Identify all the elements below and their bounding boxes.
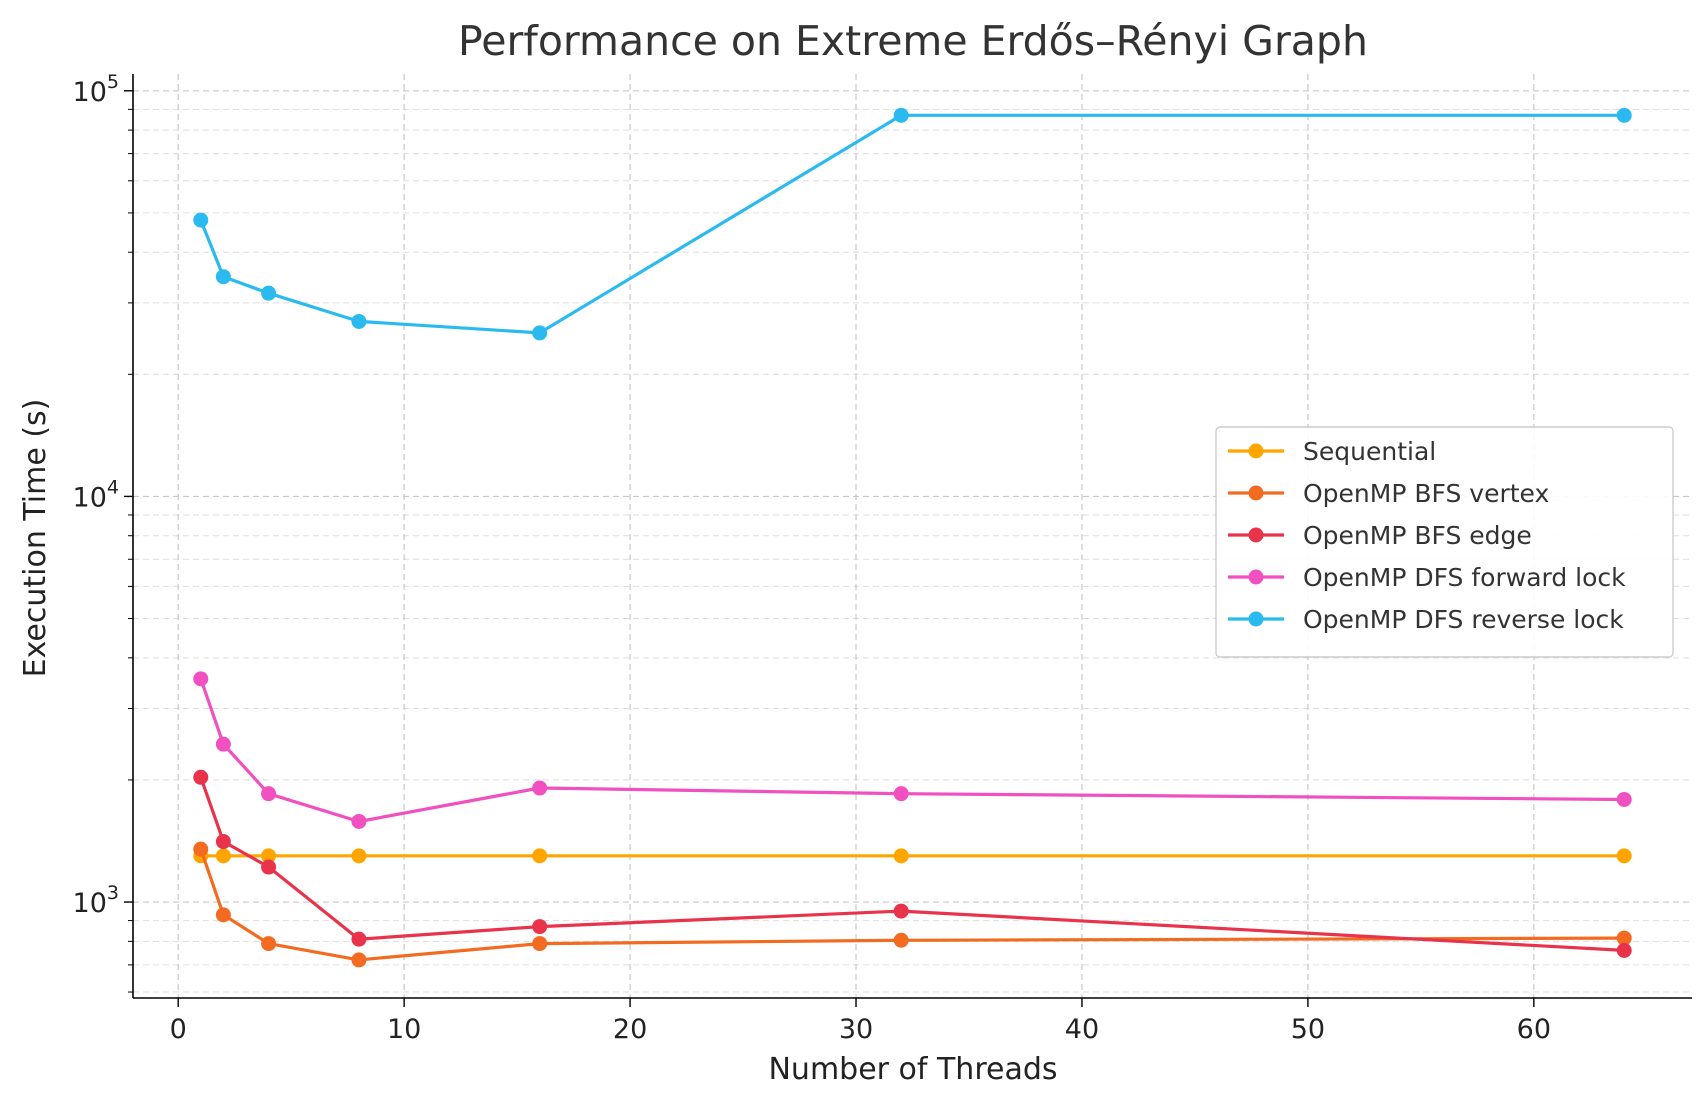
data-point	[893, 107, 909, 123]
legend-item: OpenMP BFS vertex	[1228, 479, 1549, 508]
data-point	[532, 780, 548, 796]
legend-item: OpenMP BFS edge	[1228, 521, 1532, 550]
data-point	[532, 325, 548, 341]
axes: 103 104 105 0 10 20 30 40 50 60	[73, 71, 1692, 1045]
series-line	[199, 848, 1625, 962]
data-point	[351, 313, 367, 329]
x-axis-label: Number of Threads	[768, 1052, 1057, 1087]
legend-label: OpenMP DFS reverse lock	[1303, 605, 1624, 634]
data-point	[193, 841, 209, 857]
x-tick-label: 60	[1517, 1014, 1551, 1045]
series-openmp-bfs-vertex	[193, 841, 1632, 968]
y-axis-label: Execution Time (s)	[18, 399, 53, 678]
legend-item: Sequential	[1228, 437, 1436, 466]
legend: Sequential OpenMP BFS vertex OpenMP BFS ed…	[1215, 426, 1674, 658]
y-tick-label: 103	[73, 882, 119, 919]
data-point	[351, 848, 367, 864]
data-point	[532, 848, 548, 864]
data-point	[532, 919, 548, 935]
legend-marker	[1248, 527, 1264, 543]
legend-label: Sequential	[1303, 437, 1436, 466]
data-point	[1616, 107, 1632, 123]
data-point	[261, 936, 277, 952]
legend-item: OpenMP DFS reverse lock	[1228, 605, 1624, 634]
data-point	[1616, 942, 1632, 958]
legend-label: OpenMP DFS forward lock	[1303, 563, 1626, 592]
data-point	[1616, 930, 1632, 946]
data-point	[261, 786, 277, 802]
x-tick-label: 20	[613, 1014, 647, 1045]
data-point	[893, 848, 909, 864]
legend-label: OpenMP BFS vertex	[1303, 479, 1549, 508]
series-openmp-dfs-reverse-lock	[193, 107, 1632, 341]
legend-marker	[1248, 611, 1264, 627]
legend-box	[1215, 426, 1674, 658]
data-point	[193, 212, 209, 228]
data-point	[261, 285, 277, 301]
x-tick-label: 40	[1065, 1014, 1099, 1045]
x-tick-label: 10	[387, 1014, 421, 1045]
series-lines	[193, 107, 1632, 968]
legend-label: OpenMP BFS edge	[1303, 521, 1532, 550]
data-point	[215, 269, 231, 285]
series-line	[199, 678, 1625, 824]
series-line	[199, 113, 1625, 335]
x-tick-label: 0	[170, 1014, 187, 1045]
series-openmp-bfs-edge	[193, 769, 1632, 958]
data-point	[351, 931, 367, 947]
data-point	[893, 903, 909, 919]
data-point	[1616, 791, 1632, 807]
data-point	[193, 671, 209, 687]
y-tick-label: 104	[73, 476, 119, 513]
legend-marker	[1248, 569, 1264, 585]
x-tick-label: 30	[839, 1014, 873, 1045]
series-sequential	[193, 848, 1632, 864]
series-openmp-dfs-forward-lock	[193, 671, 1632, 829]
data-point	[193, 769, 209, 785]
data-point	[532, 936, 548, 952]
legend-item: OpenMP DFS forward lock	[1228, 563, 1626, 592]
data-point	[893, 932, 909, 948]
series-line	[199, 776, 1625, 952]
data-point	[215, 848, 231, 864]
data-point	[893, 786, 909, 802]
data-point	[215, 736, 231, 752]
data-point	[261, 848, 277, 864]
data-point	[215, 834, 231, 850]
y-tick-label: 105	[73, 71, 119, 108]
data-point	[351, 813, 367, 829]
data-point	[1616, 848, 1632, 864]
legend-marker	[1248, 485, 1264, 501]
x-tick-label: 50	[1291, 1014, 1325, 1045]
data-point	[351, 952, 367, 968]
legend-marker	[1248, 443, 1264, 459]
data-point	[215, 907, 231, 923]
data-point	[261, 859, 277, 875]
chart-title: Performance on Extreme Erdős–Rényi Graph	[458, 17, 1368, 65]
